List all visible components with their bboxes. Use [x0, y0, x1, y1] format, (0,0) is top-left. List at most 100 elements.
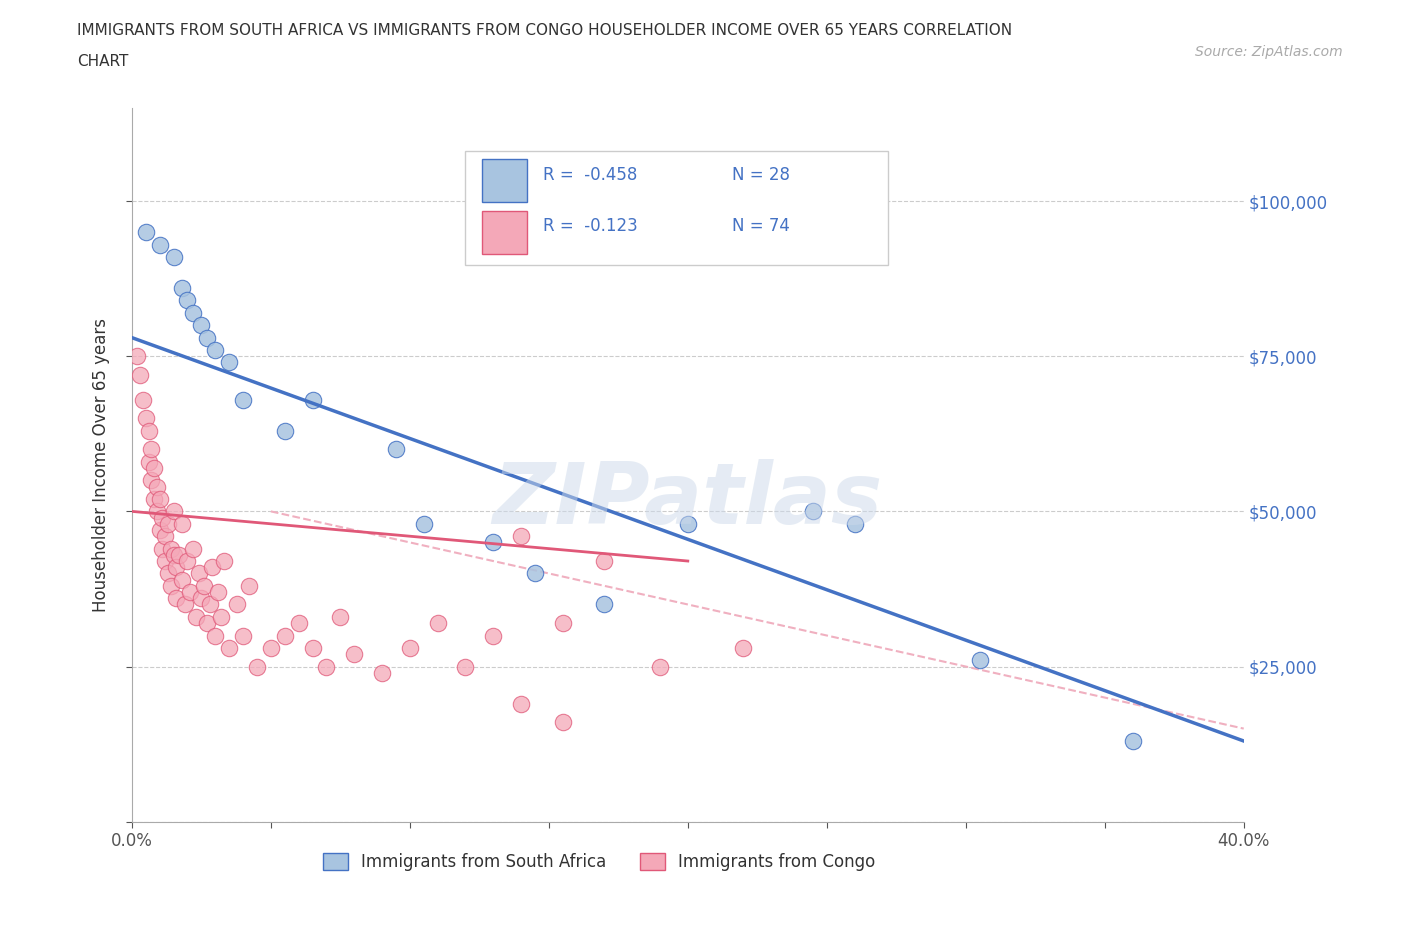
Point: [135, 411, 157, 426]
Point: [648, 659, 671, 674]
Point: [181, 305, 204, 320]
Point: [176, 293, 198, 308]
Point: [1122, 734, 1144, 749]
Point: [204, 628, 226, 643]
Text: Source: ZipAtlas.com: Source: ZipAtlas.com: [1195, 45, 1343, 59]
Point: [152, 511, 174, 525]
Point: [162, 249, 184, 264]
Point: [170, 572, 193, 587]
Point: [204, 342, 226, 357]
Point: [195, 330, 218, 345]
Text: CHART: CHART: [77, 54, 129, 69]
Point: [371, 665, 394, 680]
Point: [398, 641, 420, 656]
Point: [152, 541, 174, 556]
Text: IMMIGRANTS FROM SOUTH AFRICA VS IMMIGRANTS FROM CONGO HOUSEHOLDER INCOME OVER 65: IMMIGRANTS FROM SOUTH AFRICA VS IMMIGRAN…: [77, 23, 1012, 38]
Point: [187, 566, 209, 581]
Text: R =  -0.123: R = -0.123: [543, 218, 638, 235]
Point: [969, 653, 991, 668]
Point: [733, 641, 755, 656]
Point: [593, 553, 616, 568]
Point: [156, 566, 179, 581]
Point: [426, 616, 449, 631]
Point: [146, 504, 169, 519]
Point: [551, 715, 574, 730]
Point: [218, 641, 240, 656]
Point: [238, 578, 260, 593]
Point: [676, 516, 699, 531]
Point: [510, 529, 533, 544]
Point: [190, 318, 212, 333]
Point: [165, 560, 187, 575]
Point: [155, 529, 177, 544]
Point: [523, 566, 546, 581]
Point: [844, 516, 866, 531]
Point: [141, 442, 163, 457]
FancyBboxPatch shape: [465, 151, 889, 265]
Point: [141, 473, 163, 488]
Point: [246, 659, 269, 674]
Point: [176, 553, 198, 568]
Point: [195, 616, 218, 631]
Point: [315, 659, 337, 674]
Point: [593, 597, 616, 612]
Point: [129, 367, 152, 382]
Point: [190, 591, 212, 605]
Point: [170, 516, 193, 531]
Legend: Immigrants from South Africa, Immigrants from Congo: Immigrants from South Africa, Immigrants…: [316, 846, 882, 878]
Point: [209, 609, 232, 624]
Point: [482, 535, 505, 550]
Point: [201, 560, 224, 575]
Point: [165, 591, 187, 605]
Point: [143, 460, 166, 475]
Point: [301, 641, 323, 656]
Point: [454, 659, 477, 674]
Text: R =  -0.458: R = -0.458: [543, 166, 638, 184]
Point: [329, 609, 352, 624]
Point: [159, 541, 181, 556]
Point: [198, 597, 221, 612]
Point: [156, 516, 179, 531]
Point: [260, 641, 283, 656]
Point: [218, 355, 240, 370]
Text: N = 28: N = 28: [733, 166, 790, 184]
Point: [482, 628, 505, 643]
Point: [385, 442, 408, 457]
Point: [232, 392, 254, 407]
Point: [184, 609, 207, 624]
Point: [274, 423, 297, 438]
Point: [143, 492, 166, 507]
Point: [138, 423, 160, 438]
Point: [181, 541, 204, 556]
Point: [801, 504, 824, 519]
Point: [127, 349, 149, 364]
Point: [232, 628, 254, 643]
Point: [274, 628, 297, 643]
Point: [155, 553, 177, 568]
Point: [149, 237, 172, 252]
Point: [412, 516, 434, 531]
Point: [551, 616, 574, 631]
Point: [149, 492, 172, 507]
FancyBboxPatch shape: [482, 211, 527, 254]
Point: [167, 548, 190, 563]
Text: ZIPatlas: ZIPatlas: [492, 459, 883, 542]
Point: [343, 646, 366, 661]
Point: [287, 616, 309, 631]
Point: [226, 597, 249, 612]
Point: [301, 392, 323, 407]
Point: [162, 548, 184, 563]
Point: [510, 697, 533, 711]
Point: [207, 585, 229, 600]
Text: N = 74: N = 74: [733, 218, 790, 235]
Point: [146, 479, 169, 494]
Point: [159, 578, 181, 593]
Point: [132, 392, 155, 407]
Point: [212, 553, 235, 568]
FancyBboxPatch shape: [482, 159, 527, 202]
Point: [193, 578, 215, 593]
Point: [170, 281, 193, 296]
Point: [173, 597, 195, 612]
Y-axis label: Householder Income Over 65 years: Householder Income Over 65 years: [93, 318, 110, 612]
Point: [138, 454, 160, 469]
